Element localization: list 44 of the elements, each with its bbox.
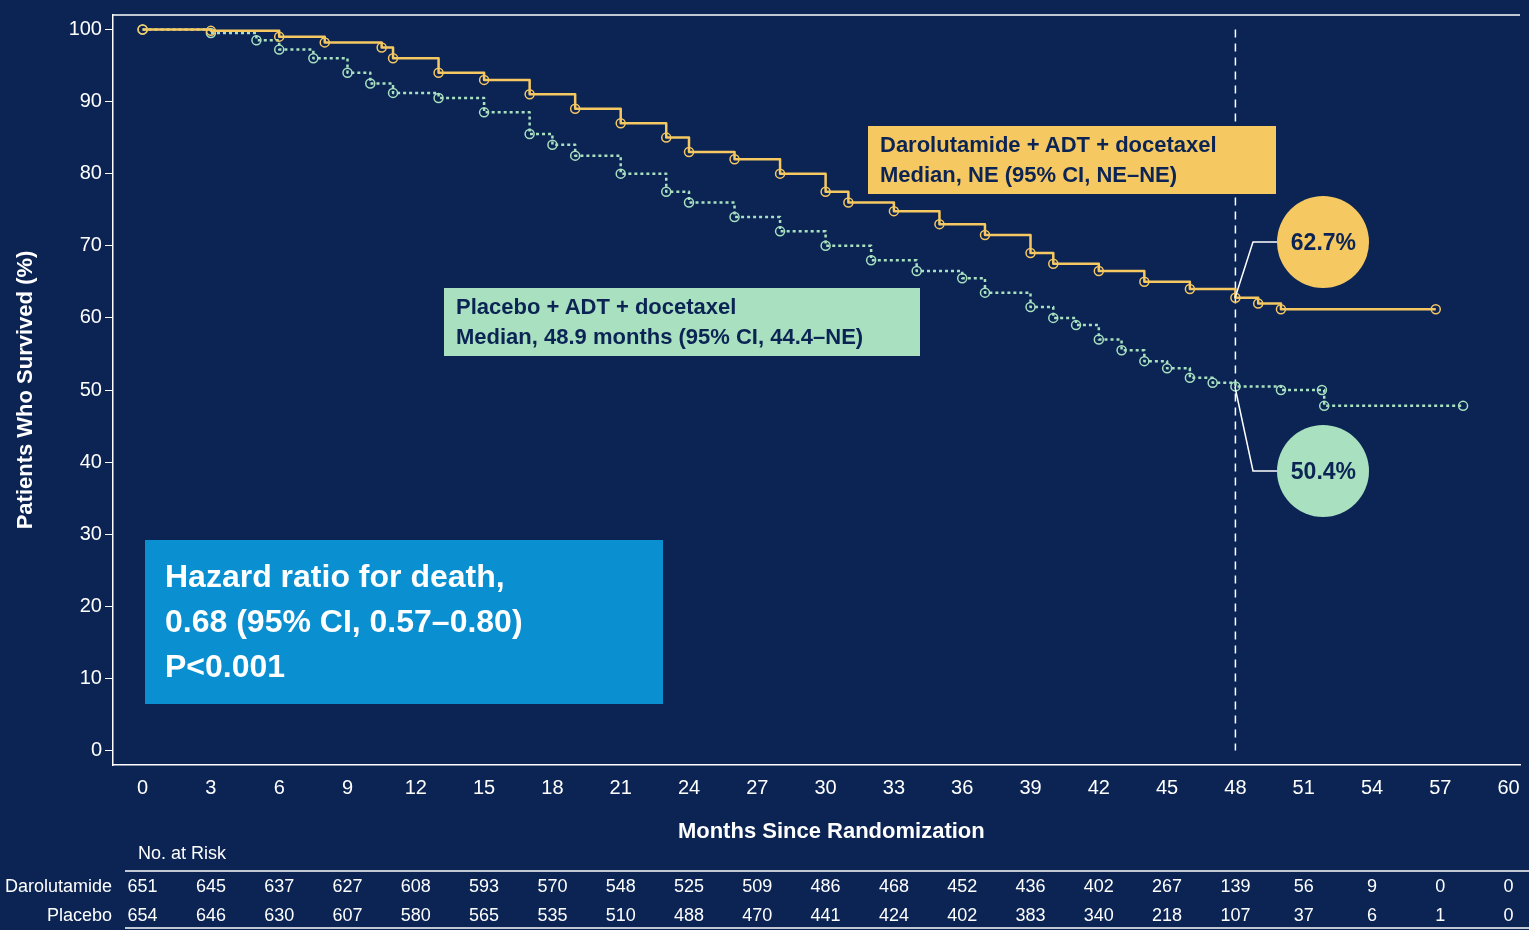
text: Placebo 654 646 630 607 580 565 535 510 488 470 441 424 402 383 340 218 107 37 6 1 0 bbox=[46, 904, 1514, 925]
x-tick-label: 30 bbox=[814, 775, 837, 798]
annotation: Median, 48.9 months (95% CI, 44.4–NE) bbox=[456, 323, 865, 351]
y-tick-label: 80 bbox=[79, 161, 102, 184]
y-tick-label: 60 bbox=[79, 305, 102, 328]
x-tick-label: 42 bbox=[1087, 775, 1110, 798]
x-tick-label: 60 bbox=[1497, 775, 1520, 798]
x-tick-label: 48 bbox=[1224, 775, 1247, 798]
callout-circle: 62.7% bbox=[1277, 196, 1370, 289]
x-tick-label: 33 bbox=[882, 775, 906, 798]
annotation: Median, NE (95% CI, NE–NE) bbox=[880, 161, 1179, 189]
y-tick-label: 100 bbox=[68, 16, 102, 39]
x-tick-label: 0 bbox=[137, 775, 149, 798]
x-tick-label: 6 bbox=[273, 775, 285, 798]
y-tick-label: 10 bbox=[79, 665, 102, 688]
x-tick-label: 36 bbox=[951, 775, 974, 798]
y-tick-label: 40 bbox=[79, 449, 102, 472]
y-tick-label: 0 bbox=[90, 738, 102, 761]
x-tick-label: 15 bbox=[472, 775, 496, 798]
x-tick-label: 12 bbox=[404, 775, 427, 798]
y-tick-label: 70 bbox=[79, 233, 102, 256]
note-box: Hazard ratio for death, 0.68 (95% CI, 0.57–0.80) P<0.001 bbox=[145, 540, 663, 704]
x-tick-label: 24 bbox=[677, 775, 701, 798]
x-tick-label: 27 bbox=[746, 775, 769, 798]
label-box: Darolutamide + ADT + docetaxel Median, NE (95% CI, NE–NE) bbox=[868, 126, 1276, 194]
x-tick-label: 45 bbox=[1155, 775, 1179, 798]
x-tick-label: 57 bbox=[1429, 775, 1452, 798]
callout-circle: 50.4% bbox=[1277, 425, 1370, 518]
y-tick-label: 20 bbox=[79, 593, 102, 616]
y-axis-title: Patients Who Survived (%) bbox=[12, 250, 38, 530]
x-axis-title: Months Since Randomization bbox=[677, 818, 985, 844]
x-tick-label: 18 bbox=[541, 775, 564, 798]
text: No. at Risk bbox=[138, 842, 228, 863]
x-tick-label: 21 bbox=[609, 775, 632, 798]
text: Darolutamide 651 645 637 627 608 593 570 548 525 509 486 468 452 436 402 267 139 56 9 0 0 bbox=[4, 875, 1514, 896]
x-tick-label: 9 bbox=[341, 775, 354, 798]
x-tick-label: 3 bbox=[205, 775, 217, 798]
x-tick-label: 39 bbox=[1019, 775, 1042, 798]
x-tick-label: 51 bbox=[1292, 775, 1315, 798]
label-box: Placebo + ADT + docetaxel Median, 48.9 months (95% CI, 44.4–NE) bbox=[444, 288, 920, 356]
x-tick-label: 54 bbox=[1360, 775, 1384, 798]
y-tick-label: 30 bbox=[79, 521, 102, 544]
y-tick-label: 90 bbox=[79, 89, 102, 112]
y-tick-label: 50 bbox=[79, 377, 102, 400]
